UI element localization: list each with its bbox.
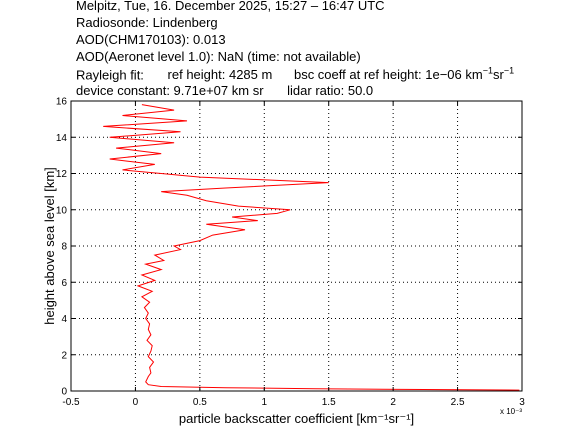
lidar-ratio-label: lidar ratio: 50.0 <box>287 83 374 98</box>
y-tick-label: 10 <box>56 205 68 216</box>
x-tick-label: 0.5 <box>193 397 207 408</box>
y-tick-label: 16 <box>56 97 68 108</box>
y-tick-label: 8 <box>61 242 67 253</box>
radiosonde-label: Radiosonde: Lindenberg <box>76 15 218 30</box>
plot-frame <box>70 100 523 392</box>
backscatter-profile-line <box>103 104 520 391</box>
y-tick-label: 6 <box>61 278 67 289</box>
device-constant-label: device constant: 9.71e+07 km sr <box>76 83 264 98</box>
y-axis-label: height above sea level [km] <box>42 167 57 325</box>
x-tick-label: -0.5 <box>62 397 80 408</box>
device-row: device constant: 9.71e+07 km sr lidar ra… <box>76 83 373 98</box>
y-tick-labels: 0 2 4 6 8 10 12 14 16 <box>56 97 522 398</box>
bsc-coeff-label: bsc coeff at ref height: 1e−06 km−1sr−1 <box>293 66 515 83</box>
x-tick-label: 0 <box>133 397 139 408</box>
aod-aeronet-label: AOD(Aeronet level 1.0): NaN (time: not a… <box>76 49 361 64</box>
grid-lines <box>71 101 522 391</box>
x-tick-label: 3 <box>519 397 525 408</box>
x-axis-label: particle backscatter coefficient [km⁻¹sr… <box>179 411 414 426</box>
y-tick-label: 12 <box>56 169 68 180</box>
x-tick-label: 1 <box>262 397 268 408</box>
x-axis-multiplier: x 10⁻³ <box>500 407 522 416</box>
rayleigh-fit-row: Rayleigh fit: ref height: 4285 m bsc coe… <box>76 66 514 82</box>
y-tick-label: 14 <box>56 133 68 144</box>
x-tick-label: 2 <box>390 397 396 408</box>
x-tick-labels: -0.5 0 0.5 1 1.5 2 2.5 3 <box>62 101 525 408</box>
x-tick-label: 1.5 <box>322 397 336 408</box>
y-tick-label: 0 <box>61 387 67 398</box>
y-tick-label: 4 <box>61 314 67 325</box>
ref-height-label: ref height: 4285 m <box>167 67 273 83</box>
y-tick-label: 2 <box>61 350 67 361</box>
aod-chm-label: AOD(CHM170103): 0.013 <box>76 32 226 47</box>
rayleigh-fit-label: Rayleigh fit: <box>76 67 144 83</box>
x-tick-label: 2.5 <box>451 397 465 408</box>
chart-title-location-time: Melpitz, Tue, 16. December 2025, 15:27 –… <box>76 0 385 13</box>
